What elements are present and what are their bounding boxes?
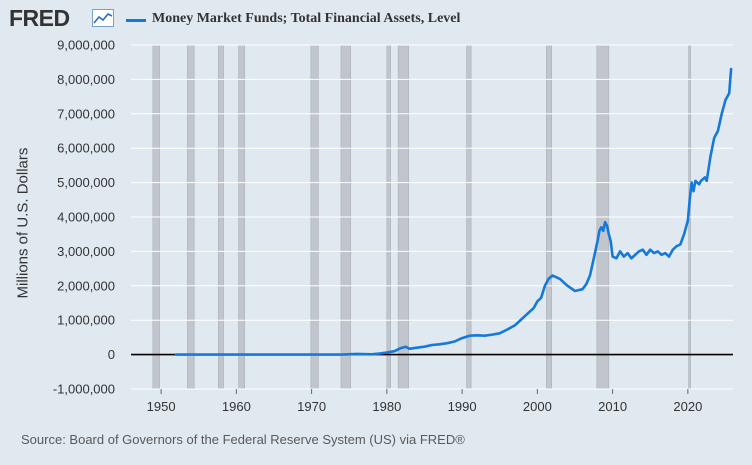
x-tick-label: 2010 bbox=[598, 399, 627, 414]
y-tick-label: 7,000,000 bbox=[57, 106, 115, 121]
legend-swatch bbox=[126, 19, 146, 22]
chart-plot: -1,000,000 0 1,000,000 2,000,000 3,000,000 4,… bbox=[53, 38, 733, 414]
y-tick-label: 9,000,000 bbox=[57, 38, 115, 53]
x-tick-label: 1990 bbox=[448, 399, 477, 414]
legend-series-label: Money Market Funds; Total Financial Asse… bbox=[152, 11, 461, 26]
y-tick-label: 6,000,000 bbox=[57, 141, 115, 156]
x-tick-label: 1960 bbox=[222, 399, 251, 414]
y-tick-label: 3,000,000 bbox=[57, 244, 115, 259]
x-tick-label: 1970 bbox=[297, 399, 326, 414]
fred-logo: FRED bbox=[9, 5, 70, 31]
y-tick-label: 0 bbox=[108, 347, 115, 362]
y-tick-label: -1,000,000 bbox=[53, 382, 115, 397]
x-tick-label: 1980 bbox=[372, 399, 401, 414]
y-tick-label: 1,000,000 bbox=[57, 313, 115, 328]
y-tick-label: 4,000,000 bbox=[57, 210, 115, 225]
y-tick-label: 8,000,000 bbox=[57, 72, 115, 87]
y-tick-label: 5,000,000 bbox=[57, 175, 115, 190]
x-tick-label: 2020 bbox=[673, 399, 702, 414]
y-tick-label: 2,000,000 bbox=[57, 278, 115, 293]
line-chart-icon bbox=[92, 9, 114, 27]
x-tick-label: 1950 bbox=[147, 399, 176, 414]
series-line bbox=[174, 67, 733, 356]
source-note: Source: Board of Governors of the Federa… bbox=[21, 432, 465, 447]
x-tick-label: 2000 bbox=[523, 399, 552, 414]
